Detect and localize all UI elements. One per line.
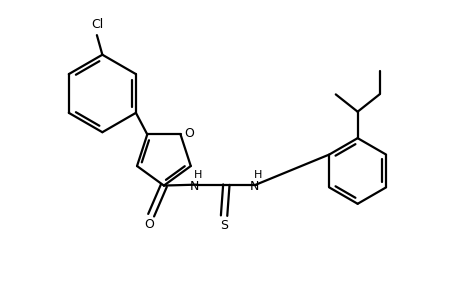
Text: O: O bbox=[144, 218, 153, 231]
Text: N: N bbox=[249, 180, 258, 193]
Text: H: H bbox=[194, 169, 202, 180]
Text: Cl: Cl bbox=[90, 18, 103, 31]
Text: H: H bbox=[253, 169, 262, 180]
Text: N: N bbox=[190, 180, 199, 193]
Text: O: O bbox=[184, 127, 193, 140]
Text: S: S bbox=[219, 219, 228, 232]
